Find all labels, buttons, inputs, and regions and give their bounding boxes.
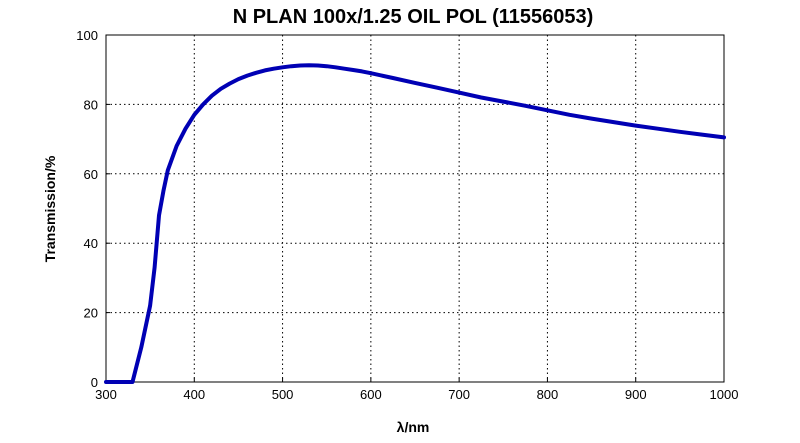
series-layer [104,63,726,384]
x-tick-label-800: 800 [537,387,559,402]
x-axis-label: λ/nm [397,419,430,435]
x-tick-label-900: 900 [625,387,647,402]
y-tick-label-80: 80 [84,97,98,112]
y-tick-label-60: 60 [84,167,98,182]
grid-lines [106,35,724,382]
y-tick-label-20: 20 [84,306,98,321]
x-tick-label-1000: 1000 [710,387,739,402]
x-tick-label-300: 300 [95,387,117,402]
y-tick-label-0: 0 [91,375,98,390]
x-tick-label-400: 400 [183,387,205,402]
plot-area-frame [105,34,725,383]
x-tick-label-600: 600 [360,387,382,402]
x-tick-label-700: 700 [448,387,470,402]
chart-title: N PLAN 100x/1.25 OIL POL (11556053) [233,6,594,28]
x-tick-label-500: 500 [272,387,294,402]
y-tick-label-100: 100 [76,28,98,43]
y-tick-label-40: 40 [84,236,98,251]
series-line-0 [104,63,726,384]
y-axis-label: Transmission/% [42,155,58,262]
axis-ticks: 300 400 500 600 700 800 900 1000 0 20 40 60 80 100 [76,28,738,402]
